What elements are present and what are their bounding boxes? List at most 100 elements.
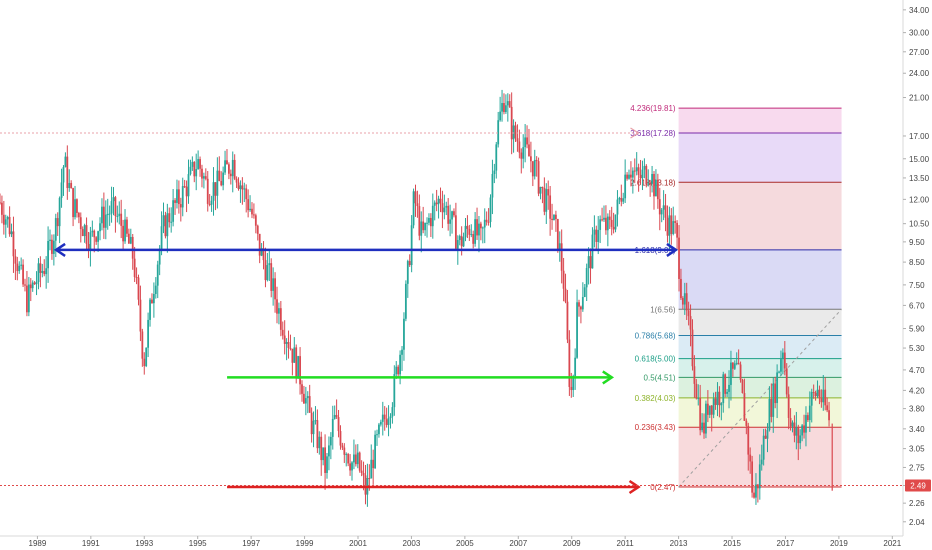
candle-body — [718, 391, 721, 406]
candle-body — [731, 362, 734, 369]
candle-body — [803, 425, 805, 433]
candle-body — [378, 424, 380, 435]
price-axis-label: 3.05 — [909, 445, 925, 454]
candle-body — [158, 248, 161, 265]
candle-body — [708, 405, 711, 415]
line-arrowhead — [628, 479, 641, 495]
candle-body — [622, 198, 625, 202]
candle-body — [206, 178, 209, 204]
candle-body — [174, 200, 176, 203]
fib-level-label: 4.236(19.81) — [630, 104, 676, 113]
candle-body — [31, 282, 34, 289]
candle-body — [93, 230, 96, 238]
candle-body — [81, 229, 84, 237]
candle-body — [254, 215, 257, 226]
candle-body — [462, 237, 465, 247]
candle-body — [360, 470, 363, 473]
candle-body — [181, 186, 184, 208]
horizontal-lines — [0, 127, 903, 495]
candle-body — [49, 239, 51, 241]
candle-body — [697, 398, 700, 400]
candle-body — [77, 212, 80, 218]
candle-body — [329, 436, 332, 446]
current-price-value: 2.49 — [910, 482, 926, 491]
candle-body — [668, 215, 671, 236]
candle-body — [739, 364, 742, 380]
candle-body — [276, 299, 278, 314]
candle-body — [274, 278, 276, 300]
candle-body — [524, 137, 527, 148]
candle-body — [599, 219, 602, 230]
candle-body — [449, 219, 452, 224]
candle-body — [570, 386, 573, 391]
candle-body — [703, 422, 705, 434]
candle-body — [251, 208, 253, 215]
candle-body — [685, 293, 688, 311]
candle-body — [308, 396, 311, 413]
time-axis-label: 1993 — [135, 539, 153, 548]
candle-body — [316, 420, 319, 449]
candle-body — [58, 197, 61, 227]
candle-body — [139, 299, 142, 332]
candle-body — [370, 459, 373, 479]
line-arrowhead — [630, 127, 640, 139]
price-axis-label: 24.00 — [909, 69, 930, 78]
price-axis-label: 5.90 — [909, 325, 925, 334]
candle-body — [556, 219, 559, 250]
candle-body — [403, 318, 405, 350]
candle-body — [560, 243, 563, 271]
candle-body — [741, 379, 744, 394]
candle-body — [306, 396, 309, 399]
candle-body — [776, 372, 779, 404]
candle-body — [66, 156, 69, 189]
candle-body — [429, 217, 432, 227]
candle-body — [324, 447, 326, 473]
candle-body — [393, 374, 396, 408]
candle-body — [470, 234, 473, 236]
candle-body — [453, 211, 455, 216]
candle-body — [197, 159, 200, 169]
candle-body — [412, 191, 415, 226]
candle-body — [581, 297, 584, 310]
candle-body — [770, 398, 773, 417]
candle-body — [22, 264, 24, 285]
fib-level-label: 0.5(4.51) — [644, 373, 676, 382]
time-axis-label: 2017 — [777, 539, 795, 548]
candle-body — [441, 203, 444, 213]
price-axis-label: 30.00 — [909, 29, 930, 38]
candle-body — [126, 219, 128, 234]
candle-body — [724, 374, 727, 394]
candle-body — [235, 178, 238, 183]
candle-body — [129, 236, 132, 244]
candle-body — [422, 221, 425, 231]
candle-body — [755, 484, 757, 498]
candle-body — [591, 234, 594, 269]
candle-body — [404, 283, 407, 319]
fib-level-label: 1(6.56) — [650, 305, 676, 314]
candle-body — [504, 105, 507, 113]
candle-body — [420, 221, 423, 236]
candle-body — [764, 435, 767, 439]
candle-body — [768, 398, 771, 431]
candle-body — [295, 347, 298, 379]
candle-body — [631, 170, 634, 178]
candle-body — [152, 293, 155, 304]
candle-body — [39, 263, 42, 273]
candle-body — [793, 422, 796, 436]
candle-body — [535, 159, 538, 162]
candle-body — [320, 436, 323, 461]
candle-body — [143, 358, 146, 367]
fib-zone — [678, 358, 842, 378]
candle-body — [620, 197, 623, 202]
candle-body — [543, 188, 546, 212]
candle-body — [60, 182, 63, 198]
candle-body — [341, 445, 344, 448]
candle-body — [791, 422, 794, 427]
candle-body — [6, 216, 9, 220]
candle-body — [199, 159, 201, 169]
candle-body — [179, 204, 182, 208]
candle-body — [491, 173, 494, 198]
candle-body — [333, 414, 336, 419]
candle-body — [185, 186, 188, 197]
candle-body — [297, 356, 300, 379]
